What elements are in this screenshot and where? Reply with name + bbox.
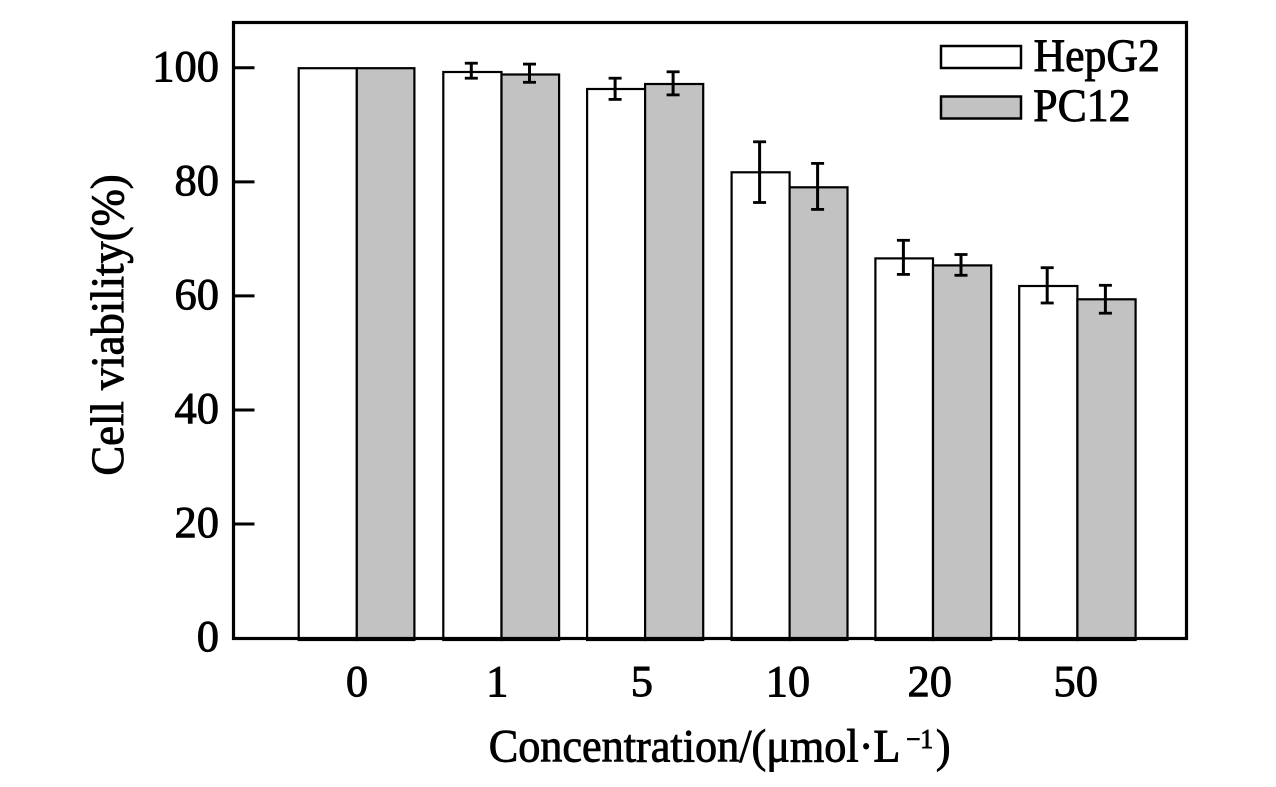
svg-text:80: 80 xyxy=(175,155,220,205)
svg-text:HepG2: HepG2 xyxy=(1034,30,1160,82)
svg-text:0: 0 xyxy=(346,656,368,706)
svg-text:PC12: PC12 xyxy=(1033,80,1130,132)
svg-text:Concentration/(μmol·L−1): Concentration/(μmol·L −1) xyxy=(489,719,951,772)
svg-text:10: 10 xyxy=(766,656,811,706)
svg-text:60: 60 xyxy=(175,269,220,319)
svg-text:50: 50 xyxy=(1053,656,1098,706)
svg-text:Cell viability(%): Cell viability(%) xyxy=(81,174,133,475)
svg-text:40: 40 xyxy=(175,383,220,433)
svg-text:20: 20 xyxy=(175,497,220,547)
svg-text:1: 1 xyxy=(486,656,508,706)
svg-text:0: 0 xyxy=(197,611,219,661)
svg-text:20: 20 xyxy=(907,656,952,706)
svg-text:5: 5 xyxy=(631,656,653,706)
svg-text:100: 100 xyxy=(152,41,219,91)
